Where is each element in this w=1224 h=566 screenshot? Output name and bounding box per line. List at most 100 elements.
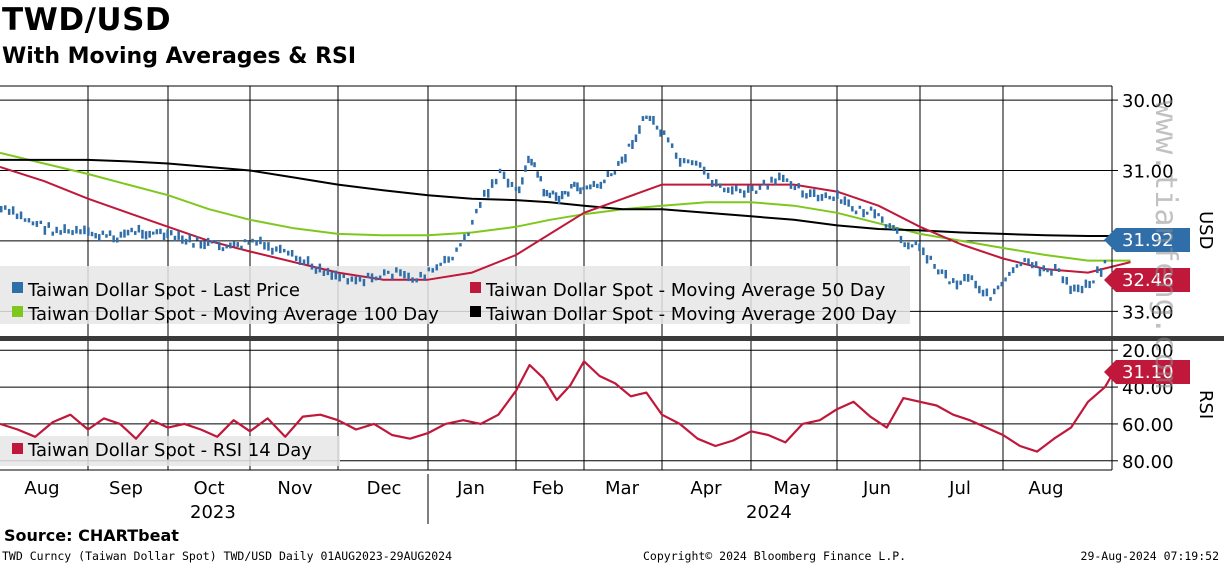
- price-candle: [1031, 262, 1034, 269]
- timestamp: 29-Aug-2024 07:19:52: [1080, 549, 1219, 563]
- price-candle: [1008, 271, 1011, 276]
- price-candle: [459, 243, 462, 247]
- price-candle: [415, 278, 418, 283]
- price-candle: [137, 224, 141, 233]
- price-candle: [431, 268, 434, 273]
- price-candle: [620, 156, 624, 164]
- price-candle: [101, 230, 105, 235]
- price-candle: [126, 229, 130, 236]
- price-candle: [119, 231, 123, 238]
- price-candle: [255, 240, 258, 246]
- price-candle: [610, 173, 613, 177]
- price-candle: [67, 229, 70, 234]
- price-candle: [342, 274, 345, 278]
- x-month-label: Mar: [605, 478, 640, 499]
- price-candle: [75, 225, 78, 234]
- price-candle: [79, 229, 82, 235]
- price-candle: [576, 182, 579, 192]
- price-candle: [869, 206, 873, 211]
- price-candle: [937, 269, 940, 275]
- x-month-label: Sep: [109, 478, 143, 499]
- price-candle: [283, 248, 286, 253]
- price-candle: [805, 193, 808, 199]
- price-candle: [542, 188, 545, 197]
- price-candle: [812, 189, 816, 197]
- price-candle: [778, 172, 781, 181]
- price-candle: [490, 179, 494, 188]
- price-candle: [670, 143, 674, 148]
- price-candle: [910, 244, 914, 248]
- price-candle: [674, 152, 678, 159]
- price-candle: [346, 278, 349, 285]
- price-candle: [735, 185, 738, 192]
- price-candle: [978, 285, 981, 294]
- price-candle: [218, 242, 221, 251]
- label-rsi-text: 31.10: [1122, 362, 1174, 383]
- legend-ma100: Taiwan Dollar Spot - Moving Average 100 …: [27, 304, 439, 325]
- price-candle: [51, 231, 54, 236]
- price-candle: [63, 224, 66, 234]
- price-candle: [996, 285, 1000, 290]
- price-candle: [358, 276, 362, 282]
- price-candle: [706, 172, 710, 179]
- copyright: Copyright© 2024 Bloomberg Finance L.P.: [643, 549, 907, 563]
- price-candle: [548, 192, 552, 198]
- price-candle: [39, 220, 43, 224]
- legend-ma200: Taiwan Dollar Spot - Moving Average 200 …: [485, 304, 897, 325]
- price-candle: [854, 210, 858, 215]
- price-candle: [247, 241, 250, 245]
- price-candle: [487, 189, 490, 198]
- price-candle: [383, 269, 386, 276]
- price-candle: [229, 242, 232, 249]
- price-candle: [0, 206, 3, 213]
- price-tick-label: 31.00: [1122, 162, 1174, 183]
- price-candle: [563, 190, 567, 195]
- price-candle: [123, 229, 126, 238]
- price-candle: [87, 227, 90, 236]
- price-candle: [536, 171, 539, 178]
- x-month-label: May: [773, 478, 811, 499]
- price-candle: [494, 178, 498, 185]
- ticker-info: TWD Curncy (Taiwan Dollar Spot) TWD/USD …: [2, 549, 453, 563]
- price-candle: [326, 267, 330, 276]
- price-candle: [836, 190, 839, 199]
- price-candle: [271, 247, 274, 255]
- price-candle: [521, 177, 524, 185]
- price-candle: [682, 158, 686, 164]
- price-candle: [940, 269, 944, 274]
- price-candle: [1069, 285, 1072, 294]
- price-candle: [892, 225, 895, 231]
- price-tick-label: 30.00: [1122, 91, 1174, 112]
- price-candle: [423, 274, 426, 281]
- price-candle: [524, 165, 527, 172]
- price-candle: [251, 238, 254, 243]
- price-candle: [243, 239, 247, 243]
- price-candle: [925, 255, 929, 264]
- price-candle: [1011, 267, 1015, 274]
- price-candle: [959, 280, 962, 285]
- price-candle: [873, 209, 876, 219]
- price-candle: [888, 223, 891, 229]
- price-candle: [259, 236, 262, 245]
- x-month-label: Nov: [277, 478, 312, 499]
- price-candle: [170, 230, 173, 236]
- price-candle: [774, 178, 777, 185]
- price-candle: [483, 189, 486, 197]
- price-candle: [399, 269, 402, 277]
- price-candle: [455, 247, 458, 252]
- price-candle: [1088, 280, 1091, 289]
- label-ma50-text: 32.46: [1122, 270, 1174, 291]
- price-candle: [192, 243, 195, 248]
- price-candle: [545, 190, 549, 197]
- price-candle: [793, 185, 797, 191]
- price-candle: [287, 250, 290, 256]
- price-candle: [166, 229, 169, 239]
- price-candle: [267, 242, 270, 251]
- price-candle: [554, 192, 558, 201]
- price-candle: [23, 218, 27, 222]
- x-month-label: Aug: [24, 478, 59, 499]
- price-candle: [1076, 284, 1080, 293]
- price-candle: [279, 244, 282, 254]
